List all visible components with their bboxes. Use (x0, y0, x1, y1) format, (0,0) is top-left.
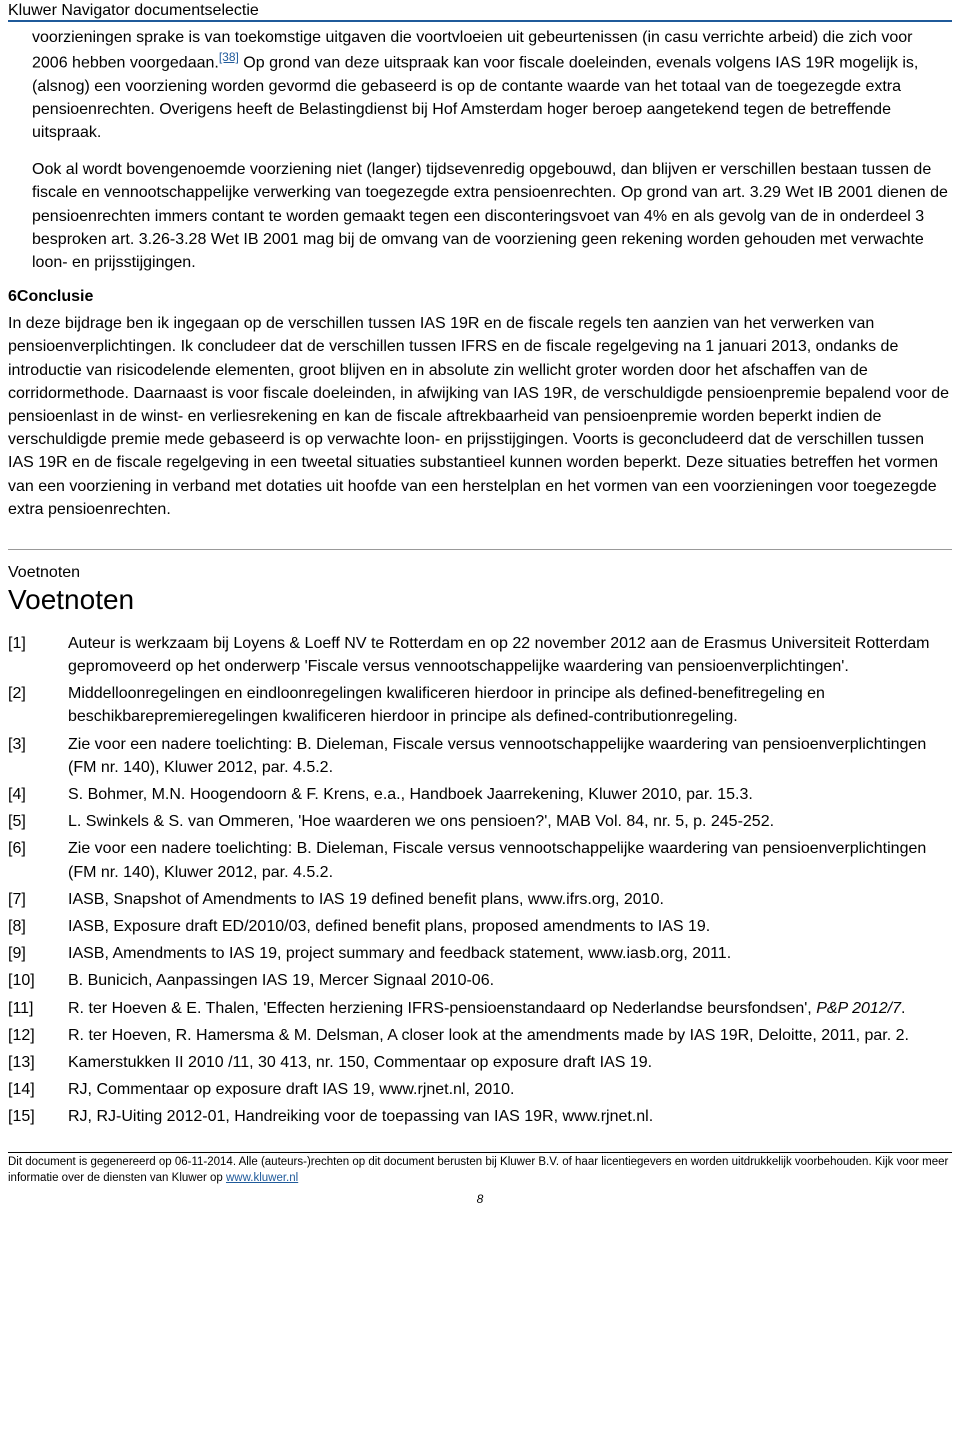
page-number: 8 (8, 1186, 952, 1214)
footnote-num: [15] (8, 1105, 68, 1128)
footnote-num: [7] (8, 888, 68, 911)
footnote-row: [2]Middelloonregelingen en eindloonregel… (8, 682, 952, 728)
footnote-row: [14]RJ, Commentaar op exposure draft IAS… (8, 1078, 952, 1101)
footnote-num: [6] (8, 837, 68, 883)
footnote-row: [11]R. ter Hoeven & E. Thalen, 'Effecten… (8, 997, 952, 1020)
footer-text: Dit document is gegenereerd op 06-11-201… (8, 1156, 948, 1184)
footnote-text: Middelloonregelingen en eindloonregeling… (68, 682, 952, 728)
footnote-ref-38[interactable]: [38] (219, 50, 239, 64)
footnote-num: [2] (8, 682, 68, 728)
page-footer: Dit document is gegenereerd op 06-11-201… (8, 1152, 952, 1186)
footnote-text: S. Bohmer, M.N. Hoogendoorn & F. Krens, … (68, 783, 952, 806)
footnote-row: [9]IASB, Amendments to IAS 19, project s… (8, 942, 952, 965)
footnote-row: [6]Zie voor een nadere toelichting: B. D… (8, 837, 952, 883)
footnote-text: B. Bunicich, Aanpassingen IAS 19, Mercer… (68, 969, 952, 992)
footnote-num: [12] (8, 1024, 68, 1047)
footnote-text: IASB, Amendments to IAS 19, project summ… (68, 942, 952, 965)
voetnoten-label-small: Voetnoten (8, 564, 952, 582)
voetnoten-label-big: Voetnoten (8, 584, 952, 616)
section-6-heading: 6Conclusie (8, 288, 952, 306)
section-number: 6 (8, 288, 17, 306)
footnote-num: [1] (8, 632, 68, 678)
paragraph-conclusion: In deze bijdrage ben ik ingegaan op de v… (8, 312, 952, 521)
footnote-text: RJ, Commentaar op exposure draft IAS 19,… (68, 1078, 952, 1101)
footnote-text-pre: R. ter Hoeven & E. Thalen, 'Effecten her… (68, 1000, 816, 1017)
footnote-num: [8] (8, 915, 68, 938)
footnote-row: [10]B. Bunicich, Aanpassingen IAS 19, Me… (8, 969, 952, 992)
footnote-row: [3]Zie voor een nadere toelichting: B. D… (8, 733, 952, 779)
footnote-num: [4] (8, 783, 68, 806)
footnote-num: [11] (8, 997, 68, 1020)
footnote-num: [14] (8, 1078, 68, 1101)
footnote-num: [5] (8, 810, 68, 833)
page-header: Kluwer Navigator documentselectie (8, 0, 952, 22)
footnote-text: IASB, Snapshot of Amendments to IAS 19 d… (68, 888, 952, 911)
footnote-row: [12]R. ter Hoeven, R. Hamersma & M. Dels… (8, 1024, 952, 1047)
footnote-row: [5]L. Swinkels & S. van Ommeren, 'Hoe wa… (8, 810, 952, 833)
footnote-text: L. Swinkels & S. van Ommeren, 'Hoe waard… (68, 810, 952, 833)
footnote-text-post: . (901, 1000, 905, 1017)
footnote-text: IASB, Exposure draft ED/2010/03, defined… (68, 915, 952, 938)
section-title: Conclusie (17, 288, 93, 305)
footnote-list: [1]Auteur is werkzaam bij Loyens & Loeff… (8, 632, 952, 1129)
footnote-text: Zie voor een nadere toelichting: B. Diel… (68, 733, 952, 779)
footnote-text: Zie voor een nadere toelichting: B. Diel… (68, 837, 952, 883)
footnote-text: R. ter Hoeven & E. Thalen, 'Effecten her… (68, 997, 952, 1020)
footnote-num: [10] (8, 969, 68, 992)
footnote-num: [9] (8, 942, 68, 965)
footer-link[interactable]: www.kluwer.nl (226, 1172, 298, 1184)
paragraph-1: voorzieningen sprake is van toekomstige … (8, 26, 952, 144)
footnote-num: [13] (8, 1051, 68, 1074)
footnote-row: [7]IASB, Snapshot of Amendments to IAS 1… (8, 888, 952, 911)
footnote-text: RJ, RJ-Uiting 2012-01, Handreiking voor … (68, 1105, 952, 1128)
footnote-row: [4]S. Bohmer, M.N. Hoogendoorn & F. Kren… (8, 783, 952, 806)
footnote-row: [13]Kamerstukken II 2010 /11, 30 413, nr… (8, 1051, 952, 1074)
divider (8, 549, 952, 550)
footnote-text: Kamerstukken II 2010 /11, 30 413, nr. 15… (68, 1051, 952, 1074)
footnote-text: Auteur is werkzaam bij Loyens & Loeff NV… (68, 632, 952, 678)
paragraph-2: Ook al wordt bovengenoemde voorziening n… (8, 158, 952, 274)
footnote-num: [3] (8, 733, 68, 779)
footnote-row: [8]IASB, Exposure draft ED/2010/03, defi… (8, 915, 952, 938)
footnote-row: [1]Auteur is werkzaam bij Loyens & Loeff… (8, 632, 952, 678)
footnote-text-italic: P&P 2012/7 (816, 1000, 901, 1017)
document-page: Kluwer Navigator documentselectie voorzi… (0, 0, 960, 1214)
footnote-text: R. ter Hoeven, R. Hamersma & M. Delsman,… (68, 1024, 952, 1047)
footnote-row: [15]RJ, RJ-Uiting 2012-01, Handreiking v… (8, 1105, 952, 1128)
